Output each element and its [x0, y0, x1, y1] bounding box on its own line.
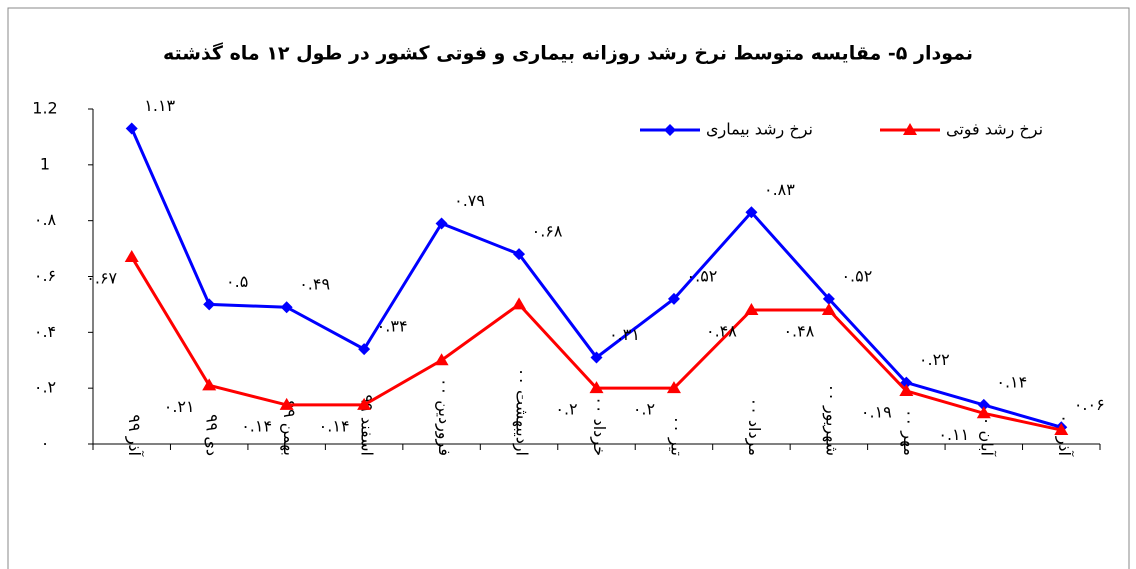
marker [513, 248, 526, 261]
data-label: ۰.۳۱ [609, 325, 640, 344]
data-label: ۰.۱۴ [996, 372, 1027, 391]
data-label: ۰.۲۱ [164, 397, 195, 416]
legend-label: نرخ رشد فوتی [946, 120, 1043, 140]
data-label: ۰.۰۶ [1074, 395, 1105, 414]
marker [435, 217, 448, 230]
marker [125, 122, 138, 135]
marker [357, 397, 372, 410]
data-label: ۰.۲ [555, 400, 577, 419]
data-label: ۰.۵۲ [687, 266, 718, 285]
x-tick-label: شهریور ۰۰ [821, 384, 841, 456]
data-label: ۰.۴۸ [783, 322, 814, 341]
marker [512, 297, 527, 310]
chart-title: نمودار ۵- مقایسه متوسط نرخ رشد روزانه بی… [163, 42, 973, 65]
marker [279, 397, 294, 410]
y-tick-label: ۰.۸ [34, 210, 57, 229]
x-tick-label: آذر ۰۰ [1054, 414, 1074, 457]
marker [1054, 423, 1069, 436]
x-tick-label: خرداد ۰۰ [589, 396, 609, 456]
x-tick-label: مرداد ۰۰ [744, 398, 764, 456]
marker [590, 351, 603, 364]
data-label: ۱.۱۳ [144, 96, 175, 115]
marker [202, 378, 217, 391]
x-tick-label: تیر ۰۰ [666, 416, 686, 456]
marker [899, 383, 914, 396]
x-tick-label: اردیبهشت ۰۰ [512, 368, 532, 456]
x-tick-label: آذر ۹۹ [124, 414, 144, 457]
data-label: ۰.۳۴ [377, 317, 408, 336]
data-label: ۰.۶۷ [86, 268, 117, 287]
data-label: ۰.۱۱ [938, 425, 969, 444]
data-label: ۰.۵ [226, 272, 248, 291]
data-label: ۰.۱۹ [861, 402, 892, 421]
x-tick-label: دی ۹۹ [203, 414, 222, 456]
marker [589, 381, 604, 394]
marker [358, 343, 371, 356]
marker [434, 353, 449, 366]
data-label: ۰.۲۲ [919, 350, 950, 369]
y-tick-label: ۰.۴ [34, 322, 56, 341]
marker [667, 292, 680, 305]
marker [744, 303, 759, 315]
data-label: ۰.۷۹ [454, 191, 485, 210]
y-tick-label: 1.2 [32, 99, 57, 118]
marker [745, 206, 758, 219]
data-label: ۰.۴۸ [706, 322, 737, 341]
marker [903, 123, 917, 135]
data-label: ۰.۲ [633, 400, 655, 419]
data-label: ۰.۴۹ [299, 275, 330, 294]
y-tick-label: ۰.۲ [34, 378, 56, 397]
x-tick-label: مهر ۰۰ [899, 409, 919, 456]
marker [900, 376, 913, 389]
marker [124, 249, 139, 262]
data-label: ۰.۱۴ [241, 416, 272, 435]
marker [664, 124, 676, 136]
marker [977, 398, 990, 411]
legend-label: نرخ رشد بیماری [706, 120, 813, 140]
y-tick-label: ۰.۶ [34, 266, 56, 285]
marker [203, 298, 216, 311]
data-label: ۰.۱۴ [319, 416, 350, 435]
x-tick-label: آبان ۰۰ [977, 408, 996, 457]
x-tick-label: فروردین ۰۰ [434, 378, 454, 456]
frame [7, 7, 1130, 569]
marker [280, 301, 293, 314]
data-label: ۰.۶۸ [532, 222, 563, 241]
y-tick-label: 1 [40, 154, 50, 173]
marker [976, 406, 991, 419]
x-tick-label: بهمن ۹۹ [279, 400, 299, 456]
y-tick-label: ۰ [41, 434, 50, 453]
marker [821, 303, 836, 315]
marker [666, 381, 681, 394]
data-label: ۰.۵۲ [841, 266, 872, 285]
marker [822, 292, 835, 305]
data-label: ۰.۸۳ [764, 180, 795, 199]
